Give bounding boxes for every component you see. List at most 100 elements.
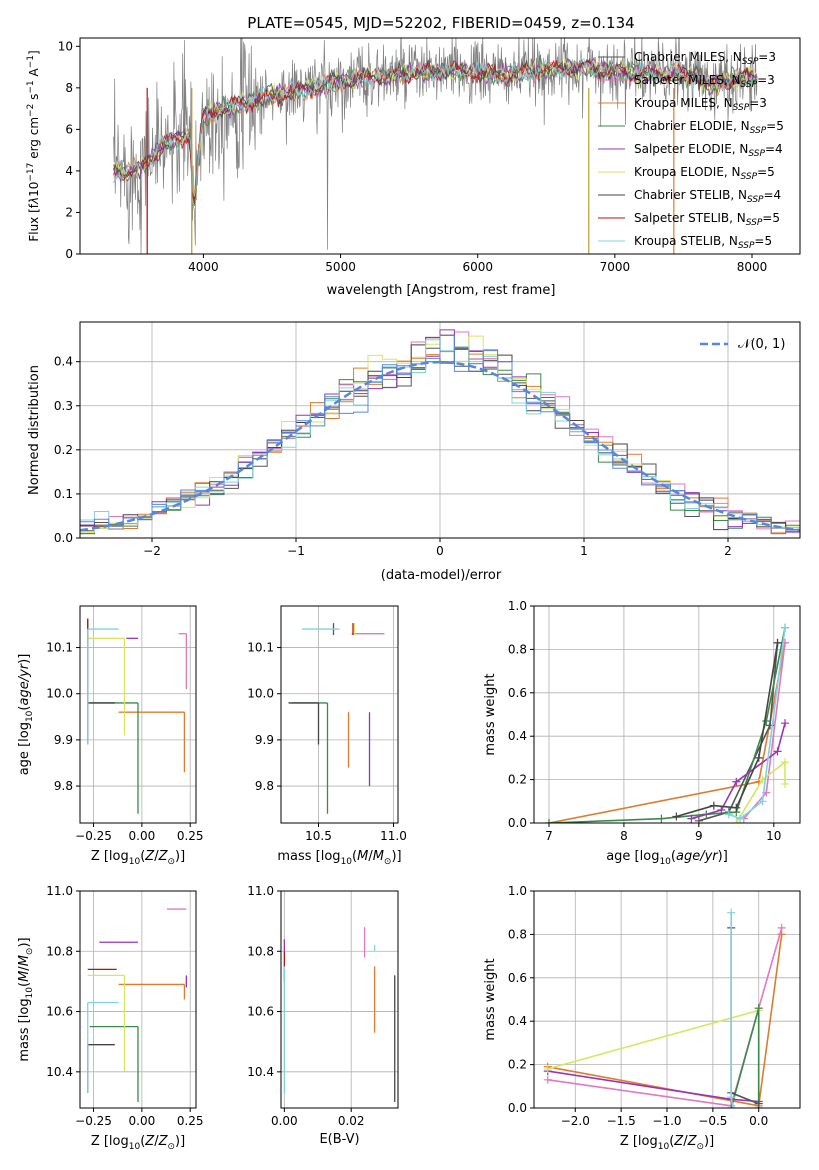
- plus-marker: [732, 819, 741, 823]
- label-part: (: [671, 849, 676, 864]
- x-axis-label: Z [log10(Z/Z⊙)]: [91, 1134, 185, 1152]
- y-tick-label: 10.0: [46, 687, 73, 701]
- plot-area: [87, 908, 187, 1102]
- axes-frame: [280, 890, 399, 1109]
- y-tick-label: 10: [58, 39, 73, 53]
- y-tick-label: 0.4: [54, 355, 73, 369]
- x-tick-label: 8000: [737, 260, 768, 274]
- plus-marker: [724, 810, 733, 819]
- axes-residuals: −2 −1 0 1 2 0.0 0.1 0.2 0.3 0.4 𝒩(0, 1) (data-model…: [27, 321, 801, 583]
- x-tick-label: 0.25: [177, 1114, 204, 1128]
- y-tick-label: 10.8: [46, 944, 73, 958]
- x-tick-label: 10.5: [305, 829, 332, 843]
- x-tick-label: −0.25: [75, 829, 112, 843]
- y-tick-label: 0.6: [508, 971, 527, 985]
- label-part: Z: [144, 1134, 155, 1149]
- plot-area: [80, 329, 800, 535]
- label-part: Z [log: [91, 1134, 129, 1149]
- legend-tail: =4: [765, 142, 783, 156]
- legend-tail: =5: [766, 119, 784, 133]
- y-tick-label: 0.4: [508, 729, 527, 743]
- plus-marker: [732, 777, 741, 786]
- legend-subscript: SSP: [738, 241, 755, 251]
- legend-tail: =5: [762, 211, 780, 225]
- x-tick-label: 2: [724, 544, 732, 558]
- x-axis-label: (data-model)/error: [381, 568, 502, 583]
- y-tick-label: 9.9: [255, 733, 274, 747]
- y-tick-label: 6: [65, 122, 73, 136]
- x-tick-label: 0: [436, 544, 444, 558]
- x-tick-label: 0.00: [129, 1114, 156, 1128]
- y-tick-label: 0.8: [508, 927, 527, 941]
- x-tick-label: 0.25: [177, 829, 204, 843]
- legend-tail: =3: [749, 96, 767, 110]
- label-part: Z: [687, 1134, 698, 1149]
- label-part: )]: [175, 1134, 185, 1149]
- x-tick-label: 8: [620, 829, 628, 843]
- label-part: Z [log: [620, 1134, 658, 1149]
- label-part: /: [368, 849, 373, 864]
- x-tick-label: 0.0: [749, 1114, 768, 1128]
- x-tick-label: 0.00: [129, 829, 156, 843]
- label-part: age/yr: [17, 662, 32, 705]
- x-tick-label: 9: [695, 829, 703, 843]
- y-axis-label: age [log10(age/yr)]: [17, 654, 35, 776]
- plus-marker: [727, 1104, 736, 1108]
- y-tick-label: 0: [65, 247, 73, 261]
- y-tick-label: 1.0: [508, 599, 527, 613]
- model-line-4: [113, 56, 758, 204]
- legend-label: Kroupa STELIB, NSSP=5: [634, 234, 772, 251]
- label-part: (: [352, 849, 357, 864]
- x-tick-label: 7: [545, 829, 553, 843]
- label-part: 10: [129, 857, 141, 867]
- y-tick-label: 0.0: [508, 816, 527, 830]
- legend-label: Chabrier ELODIE, NSSP=5: [634, 119, 784, 136]
- y-tick-label: 0.2: [508, 773, 527, 787]
- legend-label: Chabrier STELIB, NSSP=4: [634, 188, 781, 205]
- y-tick-label: 9.8: [54, 779, 73, 793]
- y-tick-label: 4: [65, 164, 73, 178]
- x-axis-label: wavelength [Angstrom, rest frame]: [327, 283, 556, 298]
- legend-subscript: SSP: [750, 126, 767, 136]
- y-tick-label: 0.2: [54, 443, 73, 457]
- plot-area: [544, 623, 790, 823]
- label-part: ⊙: [25, 948, 35, 956]
- label-part: (: [17, 706, 32, 711]
- x-tick-label: −1.0: [652, 1114, 681, 1128]
- x-tick-label: 0.02: [338, 1114, 365, 1128]
- plus-marker: [781, 758, 790, 767]
- x-axis-label: mass [log10(M/M⊙)]: [277, 849, 401, 867]
- x-tick-label: 11.0: [380, 829, 407, 843]
- legend-label: 𝒩(0, 1): [738, 337, 785, 352]
- label-part: )]: [391, 849, 401, 864]
- plus-marker: [694, 816, 703, 823]
- label-part: /: [17, 966, 32, 971]
- y-tick-label: 11.0: [46, 884, 73, 898]
- label-part: M: [357, 849, 368, 864]
- legend-tail: =4: [764, 188, 782, 202]
- axes-frame: [79, 37, 801, 255]
- plus-marker: [687, 814, 696, 823]
- weight-line-3: [547, 1009, 760, 1108]
- label-part: (: [140, 1134, 145, 1149]
- y-tick-label: 0.0: [54, 531, 73, 545]
- label-part: ⊙: [167, 857, 175, 867]
- plus-marker: [781, 623, 790, 632]
- weight-line-7: [676, 642, 779, 818]
- y-tick-label: 9.9: [54, 733, 73, 747]
- plot-area: [87, 618, 187, 814]
- axes-age-vs-Z: −0.25 0.00 0.259.89.910.010.1Z [log10(Z/Z⊙…: [17, 605, 204, 867]
- normal-curve: [80, 360, 800, 532]
- legend-subscript: SSP: [747, 195, 764, 205]
- label-part: 10: [129, 1142, 141, 1152]
- x-tick-label: −1.5: [607, 1114, 636, 1128]
- weight-line-0: [548, 642, 786, 823]
- x-tick-label: −2: [143, 544, 161, 558]
- label-part: mass [log: [277, 849, 340, 864]
- label-part: Z: [144, 849, 155, 864]
- legend-tail: =3: [758, 50, 776, 64]
- axes-frame: [79, 890, 197, 1109]
- label-part: Z: [673, 1134, 684, 1149]
- plus-marker: [758, 797, 767, 806]
- label-part: /: [154, 849, 159, 864]
